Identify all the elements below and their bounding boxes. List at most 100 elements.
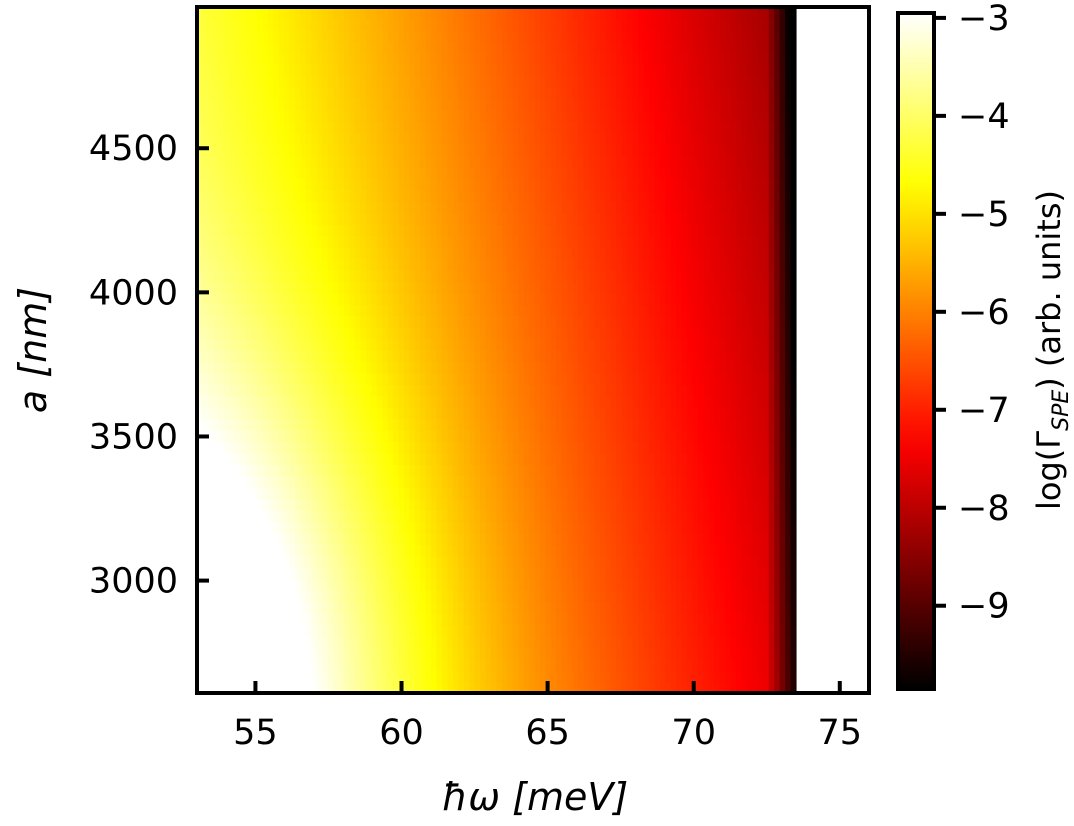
- heatmap-cell: [529, 407, 536, 420]
- heatmap-cell: [387, 178, 394, 191]
- heatmap-cell: [485, 430, 492, 443]
- heatmap-cell: [480, 189, 487, 202]
- heatmap-cell: [213, 155, 220, 168]
- heatmap-cell: [469, 521, 476, 534]
- heatmap-cell: [267, 87, 274, 100]
- heatmap-cell: [556, 224, 563, 237]
- heatmap-cell: [442, 167, 449, 180]
- heatmap-cell: [262, 212, 269, 225]
- heatmap-cell: [344, 601, 351, 614]
- heatmap-cell: [621, 189, 628, 202]
- heatmap-cell: [414, 361, 421, 374]
- heatmap-cell: [246, 430, 253, 443]
- heatmap-cell: [235, 464, 242, 477]
- heatmap-cell: [235, 544, 242, 557]
- heatmap-cell: [322, 258, 329, 271]
- heatmap-cell: [197, 395, 204, 408]
- heatmap-cell: [518, 544, 525, 557]
- heatmap-cell: [491, 258, 498, 271]
- heatmap-cell: [616, 612, 623, 625]
- heatmap-cell: [610, 132, 617, 145]
- heatmap-cell: [447, 395, 454, 408]
- heatmap-cell: [197, 292, 204, 305]
- heatmap-cell: [316, 430, 323, 443]
- heatmap-cell: [376, 224, 383, 237]
- heatmap-cell: [425, 155, 432, 168]
- heatmap-cell: [599, 189, 606, 202]
- heatmap-cell: [534, 29, 541, 42]
- heatmap-cell: [556, 498, 563, 511]
- heatmap-cell: [643, 315, 650, 328]
- heatmap-cell: [561, 75, 568, 88]
- heatmap-cell: [202, 372, 209, 385]
- heatmap-cell: [578, 224, 585, 237]
- heatmap-cell: [469, 464, 476, 477]
- heatmap-cell: [480, 327, 487, 340]
- heatmap-cell: [393, 269, 400, 282]
- heatmap-cell: [235, 498, 242, 511]
- heatmap-cell: [556, 315, 563, 328]
- heatmap-cell: [414, 521, 421, 534]
- heatmap-cell: [365, 189, 372, 202]
- heatmap-cell: [338, 464, 345, 477]
- heatmap-cell: [327, 189, 334, 202]
- heatmap-cell: [322, 87, 329, 100]
- heatmap-cell: [578, 292, 585, 305]
- heatmap-cell: [338, 590, 345, 603]
- heatmap-cell: [599, 601, 606, 614]
- heatmap-cell: [409, 350, 416, 363]
- heatmap-cell: [229, 395, 236, 408]
- heatmap-cell: [610, 361, 617, 374]
- heatmap-cell: [627, 338, 634, 351]
- heatmap-cell: [605, 464, 612, 477]
- heatmap-cell: [425, 64, 432, 77]
- heatmap-cell: [262, 624, 269, 637]
- heatmap-cell: [273, 487, 280, 500]
- heatmap-cell: [403, 372, 410, 385]
- heatmap-cell: [458, 18, 465, 31]
- heatmap-cell: [458, 372, 465, 385]
- heatmap-cell: [278, 475, 285, 488]
- heatmap-cell: [632, 52, 639, 65]
- heatmap-cell: [463, 269, 470, 282]
- heatmap-cell: [485, 567, 492, 580]
- heatmap-cell: [316, 178, 323, 191]
- heatmap-cell: [240, 18, 247, 31]
- heatmap-cell: [643, 635, 650, 648]
- heatmap-cell: [523, 201, 530, 214]
- heatmap-cell: [534, 350, 541, 363]
- heatmap-cell: [496, 441, 503, 454]
- heatmap-cell: [501, 98, 508, 111]
- heatmap-cell: [605, 155, 612, 168]
- heatmap-cell: [632, 258, 639, 271]
- heatmap-cell: [316, 327, 323, 340]
- heatmap-cell: [610, 441, 617, 454]
- heatmap-cell: [529, 670, 536, 683]
- heatmap-cell: [338, 338, 345, 351]
- heatmap-cell: [529, 624, 536, 637]
- heatmap-cell: [496, 87, 503, 100]
- heatmap-cell: [289, 498, 296, 511]
- heatmap-cell: [605, 350, 612, 363]
- heatmap-cell: [507, 212, 514, 225]
- heatmap-cell: [512, 567, 519, 580]
- heatmap-cell: [501, 281, 508, 294]
- heatmap-cell: [643, 372, 650, 385]
- heatmap-cell: [414, 224, 421, 237]
- heatmap-cell: [273, 98, 280, 111]
- heatmap-cell: [594, 612, 601, 625]
- heatmap-cell: [262, 304, 269, 317]
- heatmap-cell: [578, 109, 585, 122]
- heatmap-cell: [447, 475, 454, 488]
- heatmap-cell: [638, 247, 645, 260]
- heatmap-cell: [458, 452, 465, 465]
- heatmap-cell: [578, 144, 585, 157]
- heatmap-cell: [550, 201, 557, 214]
- heatmap-cell: [452, 98, 459, 111]
- heatmap-cell: [599, 52, 606, 65]
- heatmap-cell: [556, 612, 563, 625]
- heatmap-cell: [442, 247, 449, 260]
- heatmap-cell: [485, 109, 492, 122]
- heatmap-cell: [518, 178, 525, 191]
- heatmap-cell: [458, 544, 465, 557]
